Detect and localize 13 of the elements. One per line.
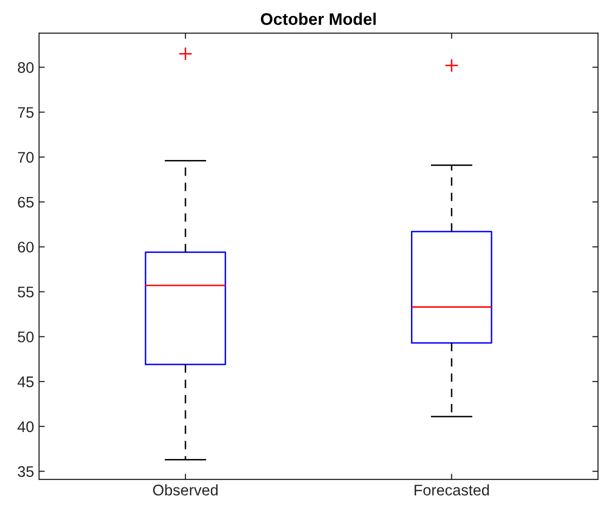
y-tick-label: 80 [18, 62, 34, 73]
y-tick-label: 70 [18, 152, 34, 163]
y-tick-label: 35 [18, 466, 34, 478]
chart-title: October Model [260, 12, 376, 25]
y-tick-label: 55 [18, 286, 34, 298]
y-tick-label: 45 [18, 376, 34, 388]
y-tick-label: 75 [18, 107, 34, 118]
y-tick-label: 65 [18, 196, 34, 208]
y-tick-label: 50 [18, 332, 34, 342]
x-tick-label: Observed [153, 484, 218, 496]
y-tick-label: 40 [18, 421, 34, 432]
y-tick-label: 60 [18, 242, 34, 253]
x-tick-label: Forecasted [414, 484, 489, 496]
